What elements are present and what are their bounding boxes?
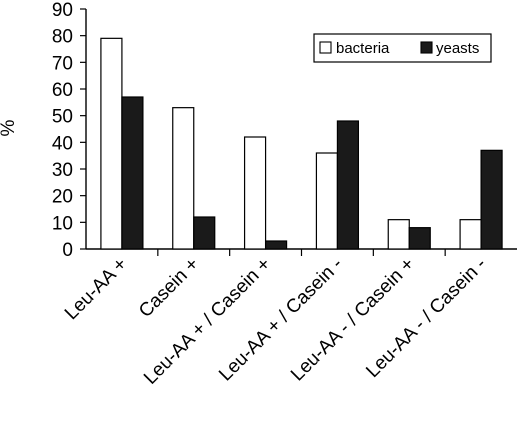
x-tick-label: Leu-AA - / Casein + [287, 254, 419, 386]
bar-yeasts [336, 120, 360, 250]
legend-label-bacteria: bacteria [336, 40, 390, 57]
y-tick-label: 40 [52, 133, 73, 154]
bar-bacteria [459, 219, 482, 250]
bar-bacteria [243, 136, 267, 250]
bar-bacteria [387, 219, 410, 250]
x-tick-label: Leu-AA + [61, 254, 132, 325]
y-tick-label: 20 [52, 187, 73, 208]
y-axis-label: % [0, 119, 19, 136]
bar-yeasts [264, 240, 288, 250]
bar-bacteria [172, 107, 195, 250]
legend-box [313, 33, 492, 63]
y-tick-label: 60 [52, 80, 73, 101]
y-tick-label: 70 [52, 53, 73, 74]
y-tick-label: 30 [52, 160, 73, 181]
legend-label-yeasts: yeasts [436, 40, 479, 57]
bar-yeasts [121, 96, 144, 250]
x-tick-label: Leu-AA + / Casein - [215, 254, 347, 386]
bar-yeasts [193, 216, 216, 250]
y-tick-label: 80 [52, 27, 73, 48]
y-tick-label: 10 [52, 213, 73, 234]
legend-swatch-yeasts [420, 41, 433, 54]
x-tick-label: Leu-AA + / Casein + [140, 254, 275, 389]
legend-swatch-bacteria [319, 41, 332, 54]
y-tick-label: 0 [62, 240, 73, 261]
y-tick-label: 50 [52, 107, 73, 128]
bar-yeasts [408, 227, 431, 250]
bar-yeasts [480, 149, 503, 250]
x-tick-label: Leu-AA - / Casein - [362, 254, 490, 382]
bar-bacteria [100, 37, 123, 250]
bar-bacteria [315, 152, 339, 250]
y-tick-label: 90 [52, 0, 73, 21]
x-tick-label: Casein + [135, 254, 203, 322]
legend: bacteria yeasts [313, 33, 492, 63]
